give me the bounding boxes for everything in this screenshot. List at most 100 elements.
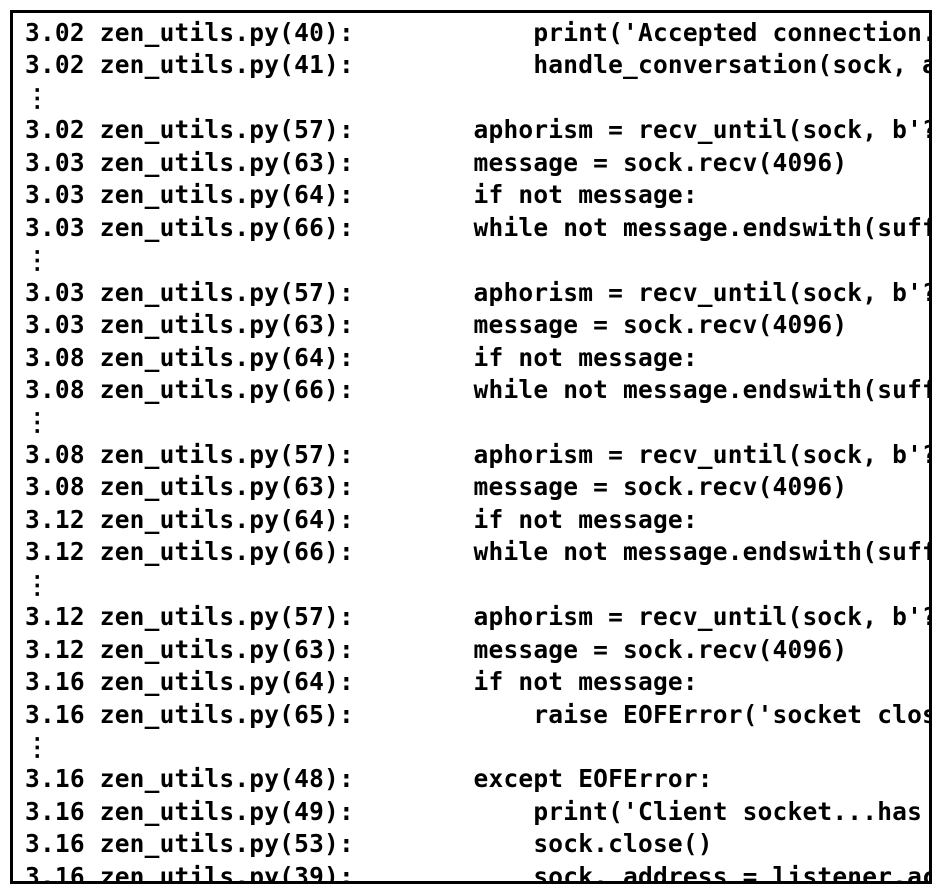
timestamp: 3.02 — [25, 49, 85, 81]
filename: zen_utils.py — [100, 440, 279, 469]
code-text: raise EOFError('socket closed') — [354, 700, 932, 729]
source-location: zen_utils.py(64): — [100, 342, 354, 374]
source-location: zen_utils.py(63): — [100, 471, 354, 503]
source-location: zen_utils.py(53): — [100, 828, 354, 860]
code-text: print('Client socket...has closed'...) — [354, 797, 932, 826]
timestamp: 3.16 — [25, 796, 85, 828]
timestamp: 3.12 — [25, 536, 85, 568]
timestamp: 3.12 — [25, 601, 85, 633]
line-number: 64 — [294, 505, 324, 534]
line-number: 66 — [294, 213, 324, 242]
line-number: 65 — [294, 700, 324, 729]
timestamp: 3.16 — [25, 666, 85, 698]
timestamp: 3.08 — [25, 374, 85, 406]
code-text: message = sock.recv(4096) — [354, 635, 847, 664]
timestamp: 3.03 — [25, 309, 85, 341]
source-location: zen_utils.py(57): — [100, 601, 354, 633]
timestamp: 3.16 — [25, 828, 85, 860]
trace-row: 3.16 zen_utils.py(65): raise EOFError('s… — [25, 699, 917, 731]
code-text: aphorism = recv_until(sock, b'?') — [354, 440, 932, 469]
page: 3.02 zen_utils.py(40): print('Accepted c… — [0, 0, 942, 894]
trace-listing: 3.02 zen_utils.py(40): print('Accepted c… — [10, 10, 932, 884]
timestamp: 3.16 — [25, 763, 85, 795]
filename: zen_utils.py — [100, 829, 279, 858]
timestamp: 3.03 — [25, 277, 85, 309]
line-number: 63 — [294, 310, 324, 339]
ellipsis: ⋮ — [25, 244, 917, 276]
line-number: 63 — [294, 148, 324, 177]
source-location: zen_utils.py(57): — [100, 277, 354, 309]
trace-row: 3.08 zen_utils.py(64): if not message: — [25, 342, 917, 374]
trace-row: 3.02 zen_utils.py(57): aphorism = recv_u… — [25, 114, 917, 146]
trace-row: 3.16 zen_utils.py(64): if not message: — [25, 666, 917, 698]
source-location: zen_utils.py(63): — [100, 309, 354, 341]
timestamp: 3.02 — [25, 17, 85, 49]
code-text: aphorism = recv_until(sock, b'?') — [354, 115, 932, 144]
trace-row: 3.03 zen_utils.py(63): message = sock.re… — [25, 309, 917, 341]
code-text: while not message.endswith(suffix): — [354, 375, 932, 404]
trace-row: 3.08 zen_utils.py(57): aphorism = recv_u… — [25, 439, 917, 471]
timestamp: 3.02 — [25, 114, 85, 146]
code-text: while not message.endswith(suffix): — [354, 537, 932, 566]
filename: zen_utils.py — [100, 635, 279, 664]
source-location: zen_utils.py(48): — [100, 763, 354, 795]
source-location: zen_utils.py(66): — [100, 212, 354, 244]
line-number: 39 — [294, 862, 324, 884]
line-number: 66 — [294, 537, 324, 566]
trace-row: 3.08 zen_utils.py(66): while not message… — [25, 374, 917, 406]
source-location: zen_utils.py(64): — [100, 179, 354, 211]
timestamp: 3.03 — [25, 179, 85, 211]
filename: zen_utils.py — [100, 50, 279, 79]
ellipsis: ⋮ — [25, 406, 917, 438]
code-text: if not message: — [354, 180, 698, 209]
line-number: 57 — [294, 440, 324, 469]
ellipsis: ⋮ — [25, 731, 917, 763]
filename: zen_utils.py — [100, 343, 279, 372]
timestamp: 3.12 — [25, 504, 85, 536]
trace-row: 3.02 zen_utils.py(41): handle_conversati… — [25, 49, 917, 81]
source-location: zen_utils.py(49): — [100, 796, 354, 828]
filename: zen_utils.py — [100, 472, 279, 501]
filename: zen_utils.py — [100, 764, 279, 793]
code-text: print('Accepted connection...'...) — [354, 18, 932, 47]
trace-row: 3.03 zen_utils.py(57): aphorism = recv_u… — [25, 277, 917, 309]
source-location: zen_utils.py(66): — [100, 374, 354, 406]
code-text: handle_conversation(sock, address) — [354, 50, 932, 79]
source-location: zen_utils.py(39): — [100, 861, 354, 884]
trace-row: 3.12 zen_utils.py(57): aphorism = recv_u… — [25, 601, 917, 633]
code-text: if not message: — [354, 505, 698, 534]
filename: zen_utils.py — [100, 505, 279, 534]
trace-row: 3.03 zen_utils.py(63): message = sock.re… — [25, 147, 917, 179]
line-number: 40 — [294, 18, 324, 47]
line-number: 57 — [294, 115, 324, 144]
filename: zen_utils.py — [100, 278, 279, 307]
code-text: sock.close() — [354, 829, 713, 858]
line-number: 63 — [294, 635, 324, 664]
trace-row: 3.08 zen_utils.py(63): message = sock.re… — [25, 471, 917, 503]
line-number: 63 — [294, 472, 324, 501]
filename: zen_utils.py — [100, 310, 279, 339]
trace-row: 3.16 zen_utils.py(39): sock, address = l… — [25, 861, 917, 884]
ellipsis: ⋮ — [25, 569, 917, 601]
code-text: if not message: — [354, 667, 698, 696]
source-location: zen_utils.py(41): — [100, 49, 354, 81]
code-text: message = sock.recv(4096) — [354, 148, 847, 177]
line-number: 49 — [294, 797, 324, 826]
filename: zen_utils.py — [100, 862, 279, 884]
source-location: zen_utils.py(57): — [100, 114, 354, 146]
timestamp: 3.08 — [25, 471, 85, 503]
code-text: message = sock.recv(4096) — [354, 310, 847, 339]
line-number: 64 — [294, 180, 324, 209]
filename: zen_utils.py — [100, 213, 279, 242]
code-text: message = sock.recv(4096) — [354, 472, 847, 501]
filename: zen_utils.py — [100, 18, 279, 47]
timestamp: 3.12 — [25, 634, 85, 666]
line-number: 53 — [294, 829, 324, 858]
source-location: zen_utils.py(64): — [100, 504, 354, 536]
timestamp: 3.08 — [25, 439, 85, 471]
trace-row: 3.12 zen_utils.py(64): if not message: — [25, 504, 917, 536]
source-location: zen_utils.py(40): — [100, 17, 354, 49]
trace-row: 3.16 zen_utils.py(53): sock.close() — [25, 828, 917, 860]
timestamp: 3.16 — [25, 861, 85, 884]
line-number: 64 — [294, 667, 324, 696]
